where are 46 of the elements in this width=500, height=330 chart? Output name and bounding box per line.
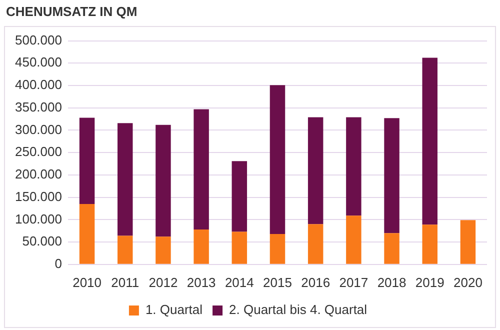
x-tick-label: 2020 <box>453 274 482 290</box>
y-tick-label: 200.000 <box>14 166 62 182</box>
bar <box>460 220 476 264</box>
bar <box>308 224 324 264</box>
y-tick-label: 450.000 <box>14 54 62 70</box>
legend-label: 1. Quartal <box>145 302 203 318</box>
bar <box>232 232 248 264</box>
bar <box>194 109 209 230</box>
x-tick-label: 2013 <box>186 274 216 290</box>
x-tick-label: 2019 <box>415 274 444 290</box>
y-tick-label: 300.000 <box>14 122 62 137</box>
bar <box>118 236 133 264</box>
y-tick-label: 400.000 <box>14 77 62 92</box>
y-tick-label: 500.000 <box>14 32 62 48</box>
chart-title: CHENUMSATZ IN QM <box>6 4 138 19</box>
bar <box>384 118 400 234</box>
bar <box>270 85 286 234</box>
y-tick-label: 250.000 <box>14 144 62 160</box>
bar <box>346 117 362 216</box>
x-tick-label: 2011 <box>111 274 140 290</box>
bar <box>79 118 95 204</box>
y-tick-label: 100.000 <box>14 211 62 226</box>
legend-label: 2. Quartal bis 4. Quartal <box>229 302 368 318</box>
y-tick-label: 0 <box>54 256 62 271</box>
bar <box>308 117 324 224</box>
bar <box>422 58 438 225</box>
bar <box>232 161 248 232</box>
bar <box>156 124 171 237</box>
x-tick-label: 2015 <box>263 274 292 290</box>
bar <box>346 216 362 264</box>
bar <box>270 234 286 264</box>
x-tick-label: 2012 <box>148 274 178 290</box>
y-tick-label: 150.000 <box>14 188 62 204</box>
x-tick-label: 2017 <box>339 274 368 290</box>
bar <box>79 204 95 264</box>
x-tick-label: 2010 <box>72 274 102 290</box>
x-tick-label: 2018 <box>377 274 406 290</box>
y-tick-label: 50.000 <box>22 234 62 249</box>
x-tick-label: 2016 <box>301 274 330 290</box>
x-tick-label: 2014 <box>224 274 254 290</box>
bar <box>118 123 133 236</box>
bar <box>194 230 209 264</box>
bar <box>156 236 171 264</box>
bar <box>422 224 438 264</box>
bar <box>384 233 400 264</box>
y-tick-label: 350.000 <box>14 99 62 114</box>
